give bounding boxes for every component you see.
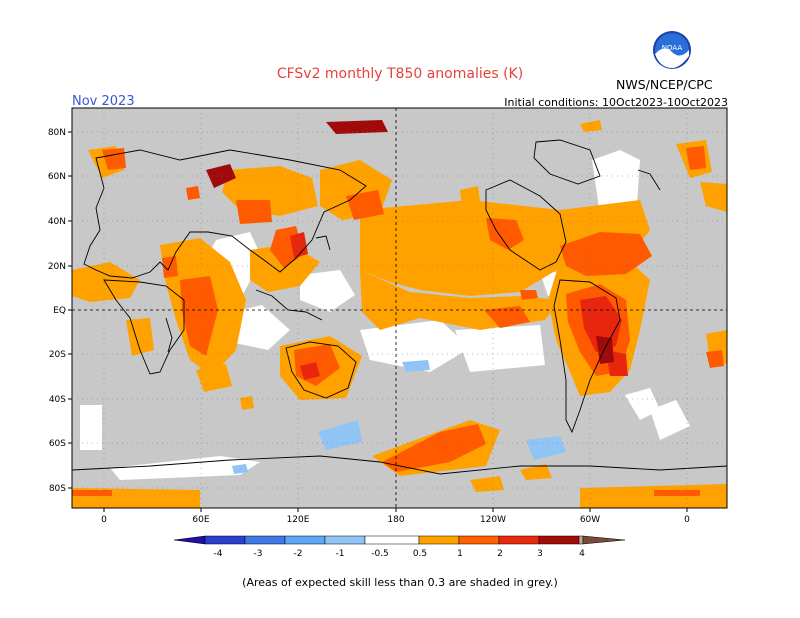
- lat-label: 80S: [49, 484, 66, 494]
- lat-label: EQ: [53, 306, 66, 316]
- weak-negative-regions: [232, 360, 566, 474]
- colorbar-segment: [324, 535, 366, 545]
- skill-note: (Areas of expected skill less than 0.3 a…: [242, 576, 558, 589]
- colorbar-label: 4: [579, 549, 585, 559]
- graticule: [72, 108, 727, 508]
- colorbar-segment: [284, 535, 326, 545]
- colorbar-label: -2: [294, 549, 303, 559]
- colorbar-segment: [173, 535, 206, 545]
- colorbar: -4 -3 -2 -1 -0.5 0.5 1 2 3 4: [173, 535, 626, 559]
- colorbar-segment: [578, 535, 584, 545]
- longitude-axis: 0 60E 120E 180 120W 60W 0: [101, 508, 690, 525]
- colorbar-segment: [204, 535, 246, 545]
- colorbar-segment: [364, 535, 420, 545]
- colorbar-segment: [582, 535, 626, 545]
- colorbar-label: -1: [336, 549, 345, 559]
- map-title: CFSv2 monthly T850 anomalies (K): [276, 66, 524, 82]
- anomaly-fields: [72, 120, 727, 508]
- forecast-period: Nov 2023: [72, 94, 135, 109]
- latitude-axis: 80N 60N 40N 20N EQ 20S 40S 60S 80S: [48, 128, 72, 494]
- lat-label: 60S: [49, 439, 66, 449]
- lat-label: 20N: [48, 262, 66, 272]
- lat-label: 20S: [49, 350, 66, 360]
- colorbar-label: -4: [214, 549, 223, 559]
- coastlines: [72, 139, 727, 475]
- initial-conditions: Initial conditions: 10Oct2023-10Oct2023: [504, 96, 728, 109]
- lon-label: 60E: [192, 515, 209, 525]
- lon-label: 180: [387, 515, 404, 525]
- organization-label: NWS/NCEP/CPC: [616, 77, 713, 92]
- colorbar-label: 2: [497, 549, 503, 559]
- colorbar-segment: [498, 535, 540, 545]
- lat-label: 40N: [48, 217, 66, 227]
- lon-label: 60W: [580, 515, 600, 525]
- colorbar-label: 0.5: [413, 549, 427, 559]
- colorbar-label: -3: [254, 549, 263, 559]
- lon-label: 0: [101, 515, 107, 525]
- colorbar-label: -0.5: [371, 549, 389, 559]
- lat-label: 80N: [48, 128, 66, 138]
- map-frame: [71, 107, 728, 509]
- lon-label: 0: [684, 515, 690, 525]
- lon-label: 120W: [480, 515, 506, 525]
- colorbar-label: 3: [537, 549, 543, 559]
- colorbar-segment: [538, 535, 580, 545]
- lon-label: 120E: [287, 515, 310, 525]
- svg-text:NOAA: NOAA: [662, 44, 683, 52]
- noaa-logo-icon: NOAA: [653, 31, 691, 69]
- colorbar-segment: [418, 535, 460, 545]
- lat-label: 40S: [49, 395, 66, 405]
- colorbar-segment: [458, 535, 500, 545]
- lat-label: 60N: [48, 172, 66, 182]
- colorbar-segment: [244, 535, 286, 545]
- colorbar-label: 1: [457, 549, 463, 559]
